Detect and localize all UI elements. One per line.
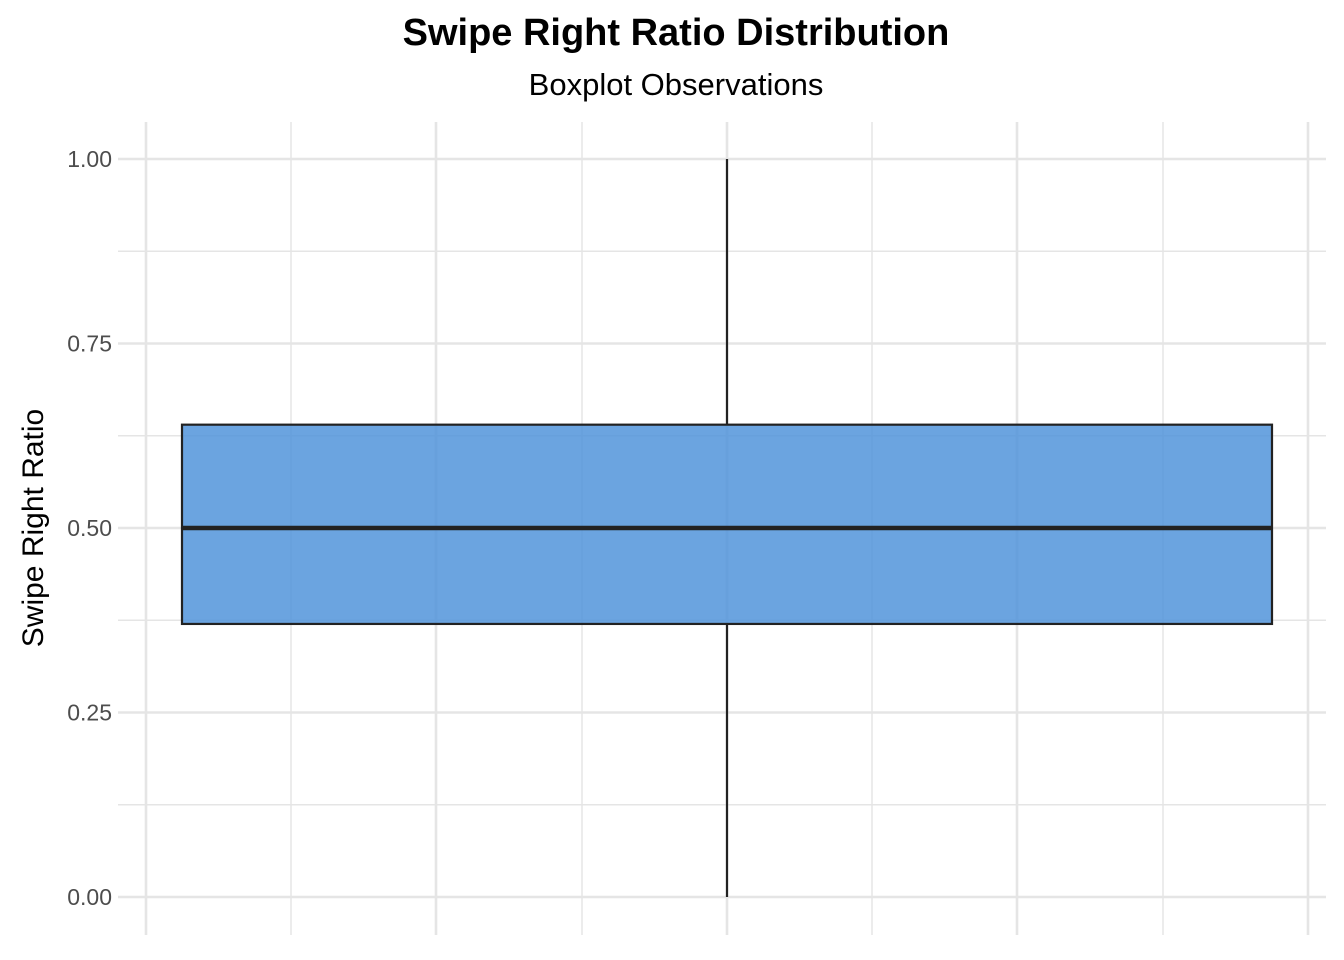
y-tick-label: 1.00	[67, 146, 112, 172]
y-axis-label: Swipe Right Ratio	[17, 409, 50, 647]
y-axis-ticks: 0.00 0.25 0.50 0.75 1.00	[67, 146, 112, 910]
y-tick-label: 0.75	[67, 331, 112, 357]
chart-subtitle: Boxplot Observations	[528, 67, 824, 102]
y-tick-label: 0.50	[67, 515, 112, 541]
y-tick-label: 0.00	[67, 884, 112, 910]
chart-title: Swipe Right Ratio Distribution	[402, 12, 950, 54]
interquartile-box	[180, 423, 1274, 626]
box-plot	[180, 159, 1274, 897]
y-tick-label: 0.25	[67, 700, 112, 726]
